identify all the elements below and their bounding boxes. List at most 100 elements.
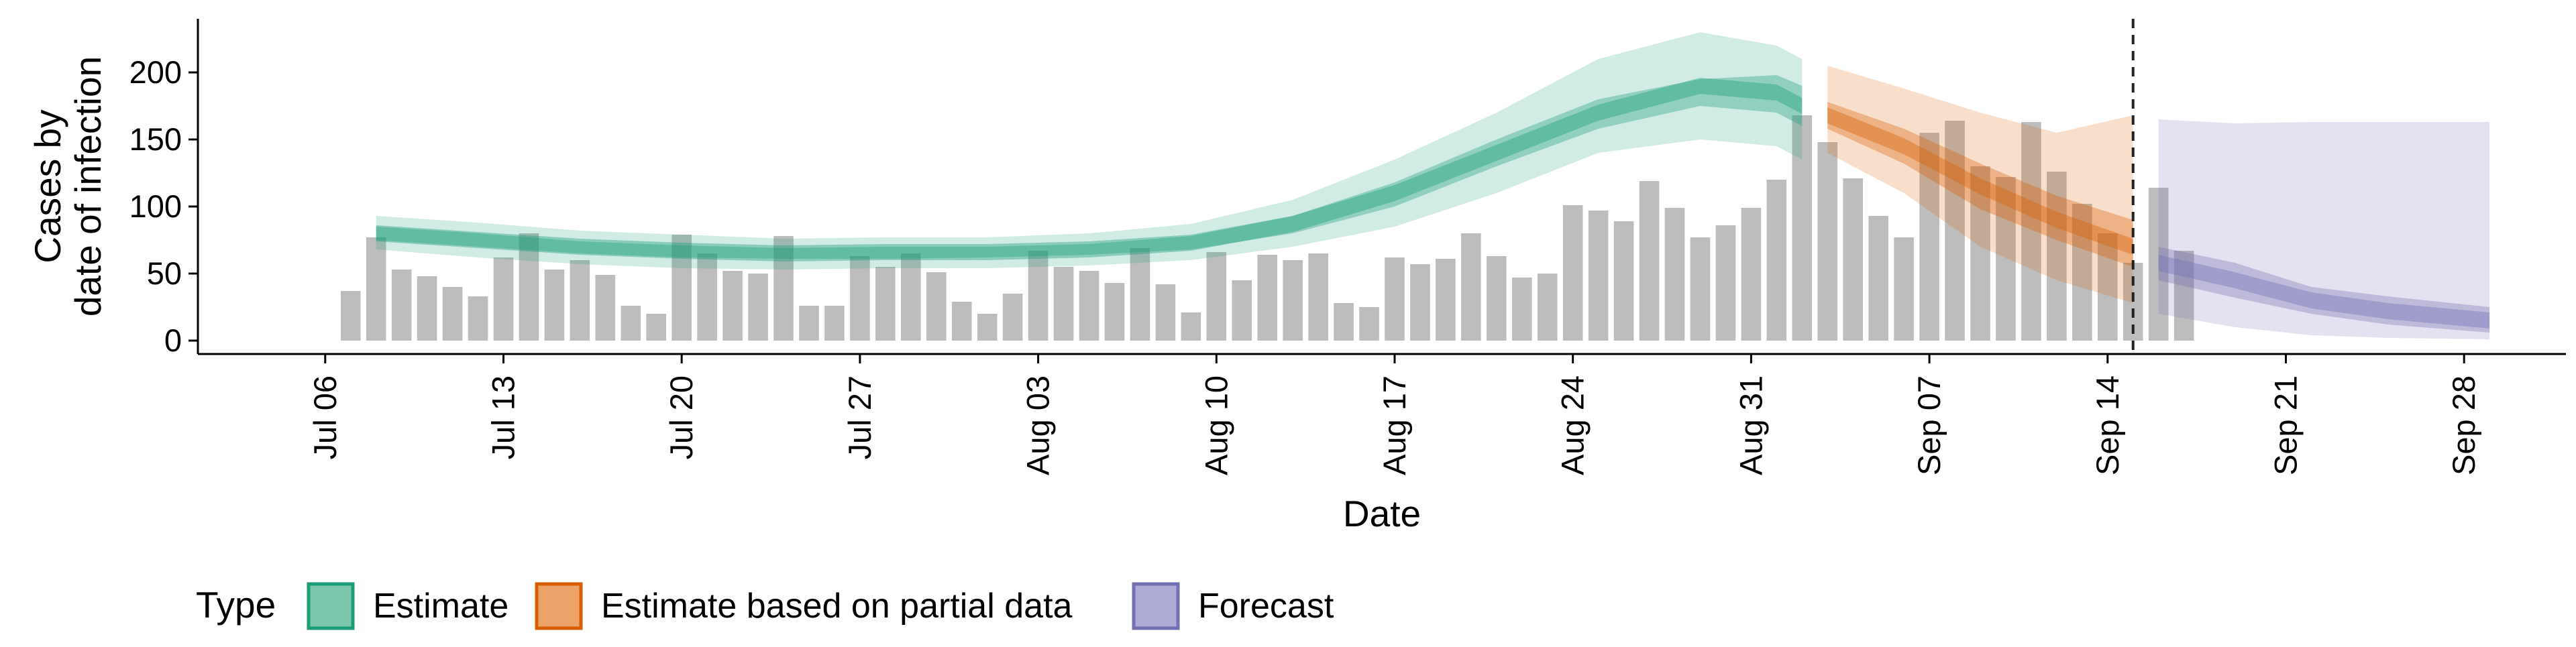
case-bar [697,253,717,341]
case-bar [1639,181,1660,341]
band-90-forecast [2158,119,2490,339]
legend-key-forecast [1132,582,1180,630]
case-bar [1868,216,1888,341]
y-tick-label: 200 [129,54,182,90]
case-bar [1053,267,1074,341]
case-bar [1206,252,1227,341]
case-bar [366,237,386,341]
band-90-estimate [376,32,1803,270]
case-bar [1766,180,1787,341]
case-bar [875,267,896,341]
case-bar [977,314,998,341]
x-tick-label: Aug 10 [1198,375,1234,475]
case-bar [340,291,361,341]
band-median-forecast [2158,255,2490,329]
legend-label-forecast: Forecast [1198,587,1334,626]
case-bar [799,306,819,341]
case-bar [748,274,768,341]
case-bar [1308,253,1328,341]
case-bar [621,306,641,341]
case-bar [1715,225,1736,341]
legend-label-estimate-based-on-partial-data: Estimate based on partial data [601,587,1073,626]
band-50-estimate-based-on-partial-data [1827,102,2133,267]
case-bar [442,287,463,341]
case-bar [1588,211,1609,341]
bands-layer [376,32,2490,339]
case-bar [1283,260,1303,341]
case-bar [544,270,565,341]
case-bar [2047,172,2067,341]
case-bar [1385,257,1405,341]
x-axis-title: Date [1343,493,1421,534]
case-bar [1792,115,1813,341]
band-50-forecast [2158,247,2490,333]
y-axis-title-line: Cases by [27,109,68,263]
case-bar [1537,274,1558,341]
case-bar [926,272,947,341]
case-bar [722,271,743,341]
case-bar [1741,208,1762,341]
band-median-estimate [376,78,1803,261]
x-tick-label: Sep 28 [2446,375,2481,475]
x-tick-label: Sep 21 [2267,375,2303,475]
case-bar [1817,142,1838,341]
case-bar [1130,248,1150,341]
y-tick-label: 150 [129,121,182,157]
case-bar [391,270,412,341]
case-bar [1487,256,1507,341]
legend-key-estimate-based-on-partial-data [535,582,583,630]
case-bar [1919,133,1939,341]
bars-layer [340,115,2194,341]
series-estimate [376,32,1803,270]
axes-layer: 0 50 100 150 200 Jul 06 Jul 13 Jul 20 Jul 27 Aug … [27,19,2566,534]
case-bar [1894,237,1914,341]
case-bar [1028,251,1049,341]
case-bar [951,302,972,341]
series-estimate-based-on-partial-data [1827,66,2133,303]
x-tick-label: Jul 06 [307,375,343,459]
x-tick-label: Aug 17 [1377,375,1412,475]
series-forecast [2158,119,2490,339]
case-bar [1664,208,1685,341]
case-bar [1232,280,1252,341]
case-bar [570,260,590,341]
x-tick-label: Aug 24 [1555,375,1591,475]
case-bar [1613,221,1634,341]
case-bar [1970,166,1990,341]
case-bar [1181,312,1201,341]
x-tick-label: Jul 13 [485,375,521,459]
case-bar [900,253,921,341]
case-bar [1079,271,1099,341]
case-bar [1511,278,1532,341]
case-bar [2148,188,2169,341]
legend-title: Type [196,584,276,626]
x-tick-label: Sep 07 [1911,375,1947,475]
case-bar [1334,303,1354,341]
case-bar [1436,259,1456,341]
case-bar [1155,284,1176,341]
y-tick-label: 50 [147,255,182,291]
x-tick-label: Jul 27 [842,375,877,459]
case-bar [1996,177,2016,341]
case-bar [595,275,616,341]
case-bar [1359,307,1379,341]
case-bar [493,257,514,341]
case-bar [850,256,870,341]
band-median-estimate-based-on-partial-data [1827,107,2133,255]
y-tick-label: 100 [129,188,182,224]
case-bar [773,236,794,341]
y-tick-label: 0 [164,322,182,358]
case-bar [2021,122,2041,341]
case-bar [672,235,692,341]
band-50-estimate [376,75,1803,259]
case-bar [1002,294,1023,341]
x-tick-label: Sep 14 [2090,375,2125,475]
case-bar [1562,205,1583,341]
x-tick-label: Jul 20 [663,375,699,459]
case-bar [1945,121,1965,341]
case-bar [1461,233,1481,341]
case-bar [1690,237,1711,341]
